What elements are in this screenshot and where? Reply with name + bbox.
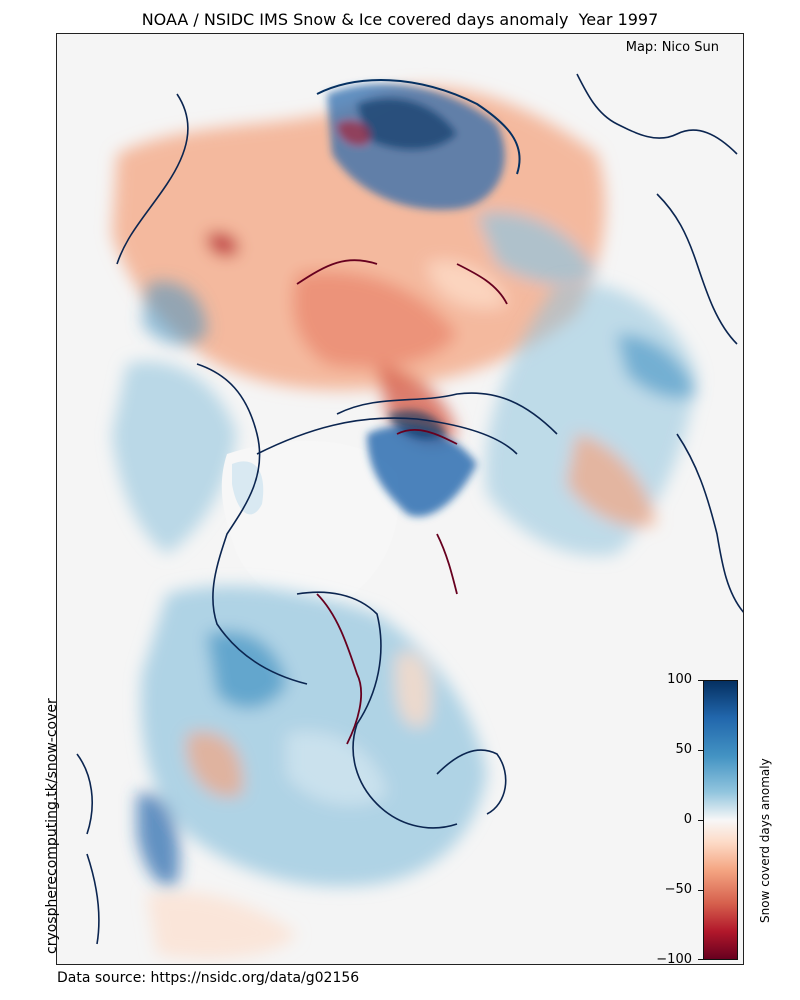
north-america-anomaly-field — [137, 585, 487, 887]
colorbar-label-neg50: −50 — [664, 882, 692, 897]
colorbar-title: Snow coverd days anomaly — [758, 758, 772, 923]
colorbar-tick-100 — [698, 680, 703, 681]
ice-edge-highlights — [296, 259, 508, 745]
tibet-edge — [316, 79, 521, 175]
colorbar-tick-neg100 — [698, 959, 703, 960]
colorbar-label-neg100: −100 — [656, 952, 692, 967]
anomaly-map — [56, 33, 744, 965]
website-label: cryospherecomputing.tk/snow-cover — [44, 698, 60, 954]
tibet-anomaly-field — [327, 84, 505, 210]
us-anomaly-field — [147, 891, 297, 959]
data-source: Data source: https://nsidc.org/data/g021… — [57, 970, 360, 986]
colorbar-label-50: 50 — [675, 742, 692, 757]
map-credit: Map: Nico Sun — [625, 40, 719, 55]
colorbar-label-100: 100 — [667, 672, 692, 687]
europe-anomaly-field — [112, 281, 237, 554]
map-title: NOAA / NSIDC IMS Snow & Ice covered days… — [141, 10, 659, 29]
greenland-region — [221, 440, 399, 607]
colorbar-tick-neg50 — [698, 890, 703, 891]
east-asia-anomaly-field — [485, 282, 697, 556]
arctic-coast-anomaly — [367, 410, 477, 517]
map-canvas — [76, 73, 743, 959]
colorbar-label-0: 0 — [683, 812, 692, 827]
coastlines — [76, 73, 743, 945]
colorbar-tick-0 — [698, 820, 703, 821]
colorbar-tick-50 — [698, 750, 703, 751]
colorbar — [703, 680, 738, 960]
